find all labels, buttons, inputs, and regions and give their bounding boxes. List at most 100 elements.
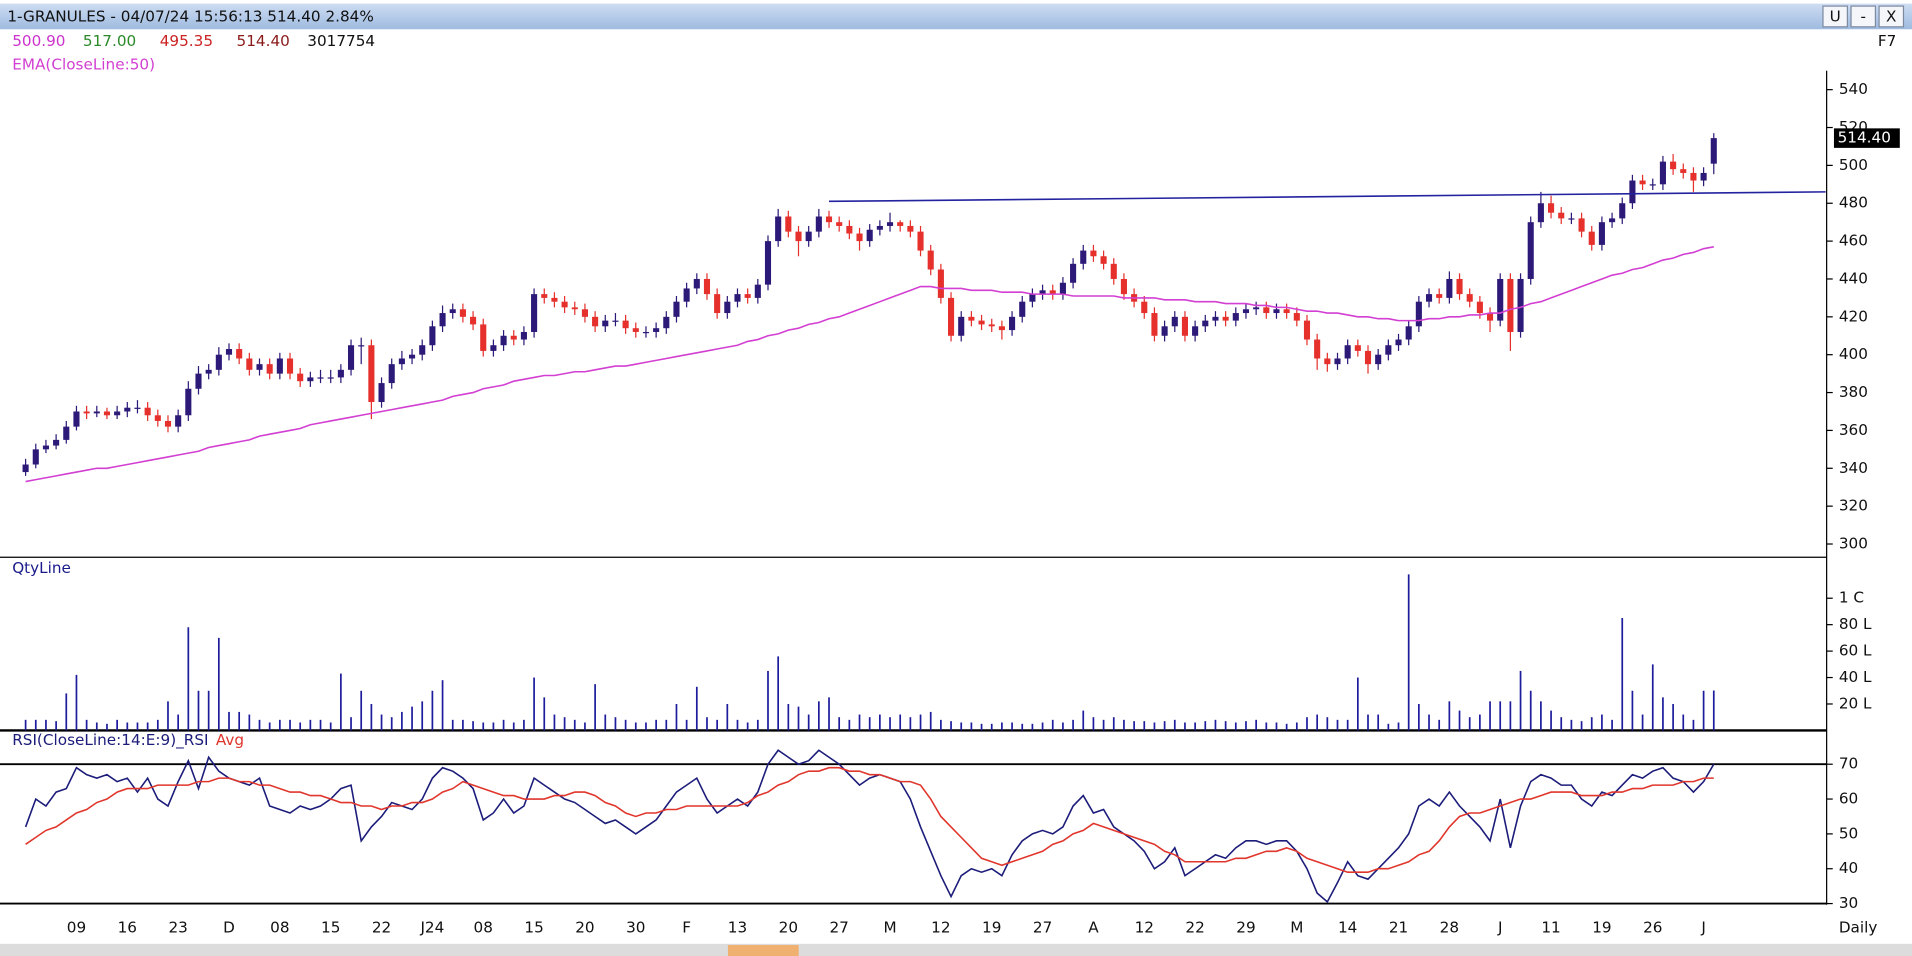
candle-body xyxy=(22,464,29,473)
candle-body xyxy=(1070,263,1077,283)
x-tick-label: 27 xyxy=(1033,918,1052,936)
candle-body xyxy=(1151,313,1158,336)
panel-legend: QtyLine xyxy=(12,559,71,577)
candle-body xyxy=(581,309,588,317)
x-tick-label: 29 xyxy=(1236,918,1255,936)
x-tick-label: M xyxy=(883,918,896,936)
candle-body xyxy=(958,316,965,336)
window-button[interactable]: - xyxy=(1860,8,1866,26)
candle-body xyxy=(1161,326,1168,336)
candle-body xyxy=(1639,180,1646,185)
y-tick-label: 380 xyxy=(1839,383,1868,401)
candle-body xyxy=(307,377,314,382)
candle-body xyxy=(856,233,863,242)
x-tick-label: 14 xyxy=(1338,918,1357,936)
candle-body xyxy=(368,345,375,403)
candle-body xyxy=(236,349,243,359)
candle-body xyxy=(1486,313,1494,321)
window-button[interactable]: U xyxy=(1830,8,1841,26)
x-tick-label: 27 xyxy=(829,918,848,936)
x-tick-label: D xyxy=(223,918,235,936)
candle-body xyxy=(1609,218,1616,223)
scroll-thumb[interactable] xyxy=(727,945,799,956)
candle-body xyxy=(1385,345,1392,355)
candle-body xyxy=(1314,339,1321,359)
candle-body xyxy=(1263,307,1270,314)
ohlc-open: 500.90 xyxy=(12,32,65,50)
y-tick-label: 500 xyxy=(1839,156,1868,174)
candle-body xyxy=(1446,278,1453,298)
button-frame[interactable] xyxy=(1878,5,1905,28)
candle-body xyxy=(714,294,721,314)
candle-body xyxy=(114,411,121,416)
x-tick-label: 15 xyxy=(321,918,340,936)
candle-body xyxy=(1425,294,1433,302)
candle-body xyxy=(286,358,294,374)
y-tick-label: 50 xyxy=(1839,824,1858,842)
candle-body xyxy=(1009,316,1016,331)
candle-body xyxy=(1710,138,1717,164)
candle-body xyxy=(327,377,334,379)
legend-entry: RSI(CloseLine:14:E:9)_RSI xyxy=(12,731,208,750)
candle-body xyxy=(215,354,222,370)
candle-body xyxy=(866,229,873,242)
candle-body xyxy=(1110,263,1117,279)
candle-body xyxy=(653,328,660,332)
button-frame[interactable] xyxy=(1822,5,1848,28)
series-line xyxy=(24,749,1715,904)
candle-body xyxy=(459,309,466,317)
candle-body xyxy=(1181,316,1189,336)
candle-body xyxy=(1436,294,1443,298)
candle-body xyxy=(347,345,355,370)
candle-body xyxy=(1415,301,1422,327)
ohlc-high: 517.00 xyxy=(83,32,136,50)
scroll-strip[interactable] xyxy=(0,943,1912,956)
candle-body xyxy=(1334,358,1341,365)
candle-body xyxy=(1120,278,1127,295)
button-frame[interactable] xyxy=(1850,5,1877,28)
x-tick-label: 13 xyxy=(728,918,747,936)
candle-body xyxy=(1659,161,1666,185)
candle-body xyxy=(1578,218,1585,232)
candle-body xyxy=(449,309,456,314)
candle-body xyxy=(398,358,405,365)
candle-body xyxy=(83,411,90,414)
candle-body xyxy=(134,407,141,409)
x-tick-label: 08 xyxy=(474,918,493,936)
candle-body xyxy=(1507,278,1514,332)
window-button[interactable]: X xyxy=(1886,8,1896,26)
y-tick-label: 440 xyxy=(1839,269,1868,287)
candle-body xyxy=(1039,290,1046,295)
candle-body xyxy=(1588,231,1595,245)
candle-body xyxy=(1222,316,1229,321)
candle-body xyxy=(276,358,283,374)
candle-body xyxy=(541,294,548,298)
candle-body xyxy=(998,326,1005,331)
candle-body xyxy=(632,328,639,332)
candle-body xyxy=(795,231,802,242)
candle-body xyxy=(154,415,161,421)
series-line xyxy=(25,766,1714,874)
candle-body xyxy=(703,278,711,295)
candle-body xyxy=(1293,313,1300,321)
y-tick-label: 540 xyxy=(1839,80,1868,98)
candle-body xyxy=(1192,326,1199,336)
candle-body xyxy=(663,316,670,329)
candle-body xyxy=(968,316,975,321)
y-tick-label: 20 L xyxy=(1839,694,1872,712)
candle-body xyxy=(622,320,629,329)
candle-body xyxy=(592,316,599,327)
candle-body xyxy=(1456,278,1463,295)
candle-body xyxy=(1558,212,1565,219)
x-tick-label: 12 xyxy=(931,918,950,936)
candle-body xyxy=(764,241,772,285)
candle-body xyxy=(63,426,70,440)
candle-body xyxy=(1548,203,1555,213)
candle-body xyxy=(144,407,151,416)
window-title: 1-GRANULES - 04/07/24 15:56:13 514.40 2.… xyxy=(7,8,374,26)
y-tick-label: 360 xyxy=(1839,421,1868,439)
candle-body xyxy=(1517,278,1524,332)
